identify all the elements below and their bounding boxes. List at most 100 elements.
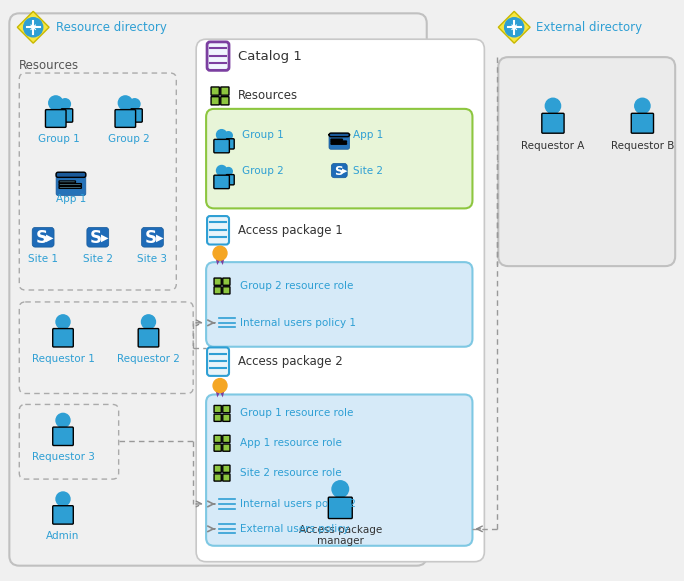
- FancyBboxPatch shape: [214, 278, 221, 285]
- FancyBboxPatch shape: [53, 505, 73, 524]
- FancyBboxPatch shape: [214, 287, 221, 294]
- FancyBboxPatch shape: [223, 444, 230, 451]
- FancyBboxPatch shape: [223, 414, 230, 421]
- Text: External directory: External directory: [536, 21, 642, 34]
- Polygon shape: [17, 12, 49, 43]
- Text: ▶: ▶: [101, 233, 109, 243]
- Text: Catalog 1: Catalog 1: [238, 49, 302, 63]
- FancyBboxPatch shape: [214, 465, 221, 472]
- FancyBboxPatch shape: [59, 187, 81, 188]
- Circle shape: [635, 98, 650, 113]
- Text: Internal users policy 2: Internal users policy 2: [240, 499, 356, 509]
- FancyBboxPatch shape: [10, 13, 427, 566]
- Circle shape: [213, 246, 227, 260]
- Text: Admin: Admin: [47, 531, 80, 541]
- Text: Resource directory: Resource directory: [56, 21, 167, 34]
- FancyBboxPatch shape: [331, 139, 343, 141]
- Text: Requestor 2: Requestor 2: [117, 354, 180, 364]
- FancyBboxPatch shape: [223, 278, 230, 285]
- Text: Resources: Resources: [238, 89, 298, 102]
- Text: Requestor A: Requestor A: [521, 141, 585, 150]
- FancyBboxPatch shape: [56, 172, 86, 177]
- Circle shape: [224, 132, 233, 139]
- FancyBboxPatch shape: [196, 39, 484, 562]
- Text: S: S: [36, 229, 47, 247]
- FancyBboxPatch shape: [207, 216, 229, 245]
- FancyBboxPatch shape: [221, 96, 229, 105]
- Circle shape: [118, 96, 132, 110]
- Text: Site 2: Site 2: [83, 254, 113, 264]
- FancyBboxPatch shape: [206, 262, 473, 347]
- FancyBboxPatch shape: [331, 141, 347, 142]
- FancyBboxPatch shape: [214, 175, 229, 189]
- Circle shape: [545, 98, 561, 113]
- Circle shape: [24, 17, 42, 37]
- Circle shape: [129, 99, 140, 109]
- FancyBboxPatch shape: [19, 73, 176, 290]
- Polygon shape: [215, 388, 225, 397]
- Text: S: S: [334, 164, 343, 178]
- FancyBboxPatch shape: [223, 435, 230, 443]
- FancyBboxPatch shape: [53, 329, 73, 347]
- Text: Requestor 1: Requestor 1: [31, 354, 94, 364]
- FancyBboxPatch shape: [142, 227, 163, 247]
- FancyBboxPatch shape: [211, 87, 220, 95]
- FancyBboxPatch shape: [331, 143, 347, 144]
- FancyBboxPatch shape: [138, 329, 159, 347]
- Text: Group 2: Group 2: [107, 134, 150, 144]
- Text: Requestor 3: Requestor 3: [31, 452, 94, 462]
- FancyBboxPatch shape: [223, 174, 234, 185]
- Text: Internal users policy 1: Internal users policy 1: [240, 318, 356, 328]
- Text: Site 3: Site 3: [137, 254, 168, 264]
- FancyBboxPatch shape: [87, 227, 109, 247]
- Text: Group 2: Group 2: [242, 166, 284, 175]
- FancyBboxPatch shape: [328, 497, 352, 519]
- FancyBboxPatch shape: [329, 133, 350, 149]
- FancyBboxPatch shape: [214, 444, 221, 451]
- Circle shape: [56, 315, 70, 329]
- Text: Group 1: Group 1: [242, 130, 284, 140]
- FancyBboxPatch shape: [127, 109, 142, 122]
- Text: Site 2 resource role: Site 2 resource role: [240, 468, 341, 478]
- FancyBboxPatch shape: [223, 139, 234, 149]
- FancyBboxPatch shape: [211, 96, 220, 105]
- Text: ▶: ▶: [156, 233, 163, 243]
- Circle shape: [217, 130, 226, 140]
- FancyBboxPatch shape: [206, 109, 473, 209]
- FancyBboxPatch shape: [57, 109, 73, 122]
- Circle shape: [213, 379, 227, 393]
- Text: Requestor B: Requestor B: [611, 141, 674, 150]
- FancyBboxPatch shape: [542, 113, 564, 133]
- FancyBboxPatch shape: [223, 474, 230, 481]
- FancyBboxPatch shape: [221, 87, 229, 95]
- Text: S: S: [90, 229, 102, 247]
- Text: App 1: App 1: [56, 195, 86, 205]
- Text: Group 2 resource role: Group 2 resource role: [240, 281, 353, 291]
- Circle shape: [505, 17, 524, 37]
- FancyBboxPatch shape: [223, 287, 230, 294]
- Text: Site 2: Site 2: [353, 166, 383, 175]
- FancyBboxPatch shape: [214, 435, 221, 443]
- FancyBboxPatch shape: [214, 474, 221, 481]
- Circle shape: [142, 315, 155, 329]
- Circle shape: [224, 167, 233, 175]
- FancyBboxPatch shape: [59, 181, 75, 183]
- Text: App 1 resource role: App 1 resource role: [240, 438, 342, 449]
- FancyBboxPatch shape: [53, 427, 73, 446]
- FancyBboxPatch shape: [56, 172, 86, 196]
- Text: Access package 1: Access package 1: [238, 224, 343, 237]
- Polygon shape: [498, 12, 530, 43]
- Circle shape: [56, 413, 70, 428]
- FancyBboxPatch shape: [19, 404, 118, 479]
- Text: ▶: ▶: [341, 168, 347, 174]
- Text: External users policy: External users policy: [240, 524, 349, 534]
- FancyBboxPatch shape: [206, 394, 473, 546]
- FancyBboxPatch shape: [223, 465, 230, 472]
- Polygon shape: [215, 256, 225, 265]
- Text: Resources: Resources: [19, 59, 79, 72]
- Text: Access package
manager: Access package manager: [299, 525, 382, 547]
- Text: Group 1 resource role: Group 1 resource role: [240, 408, 353, 418]
- FancyBboxPatch shape: [223, 406, 230, 413]
- Circle shape: [56, 492, 70, 506]
- FancyBboxPatch shape: [207, 42, 229, 70]
